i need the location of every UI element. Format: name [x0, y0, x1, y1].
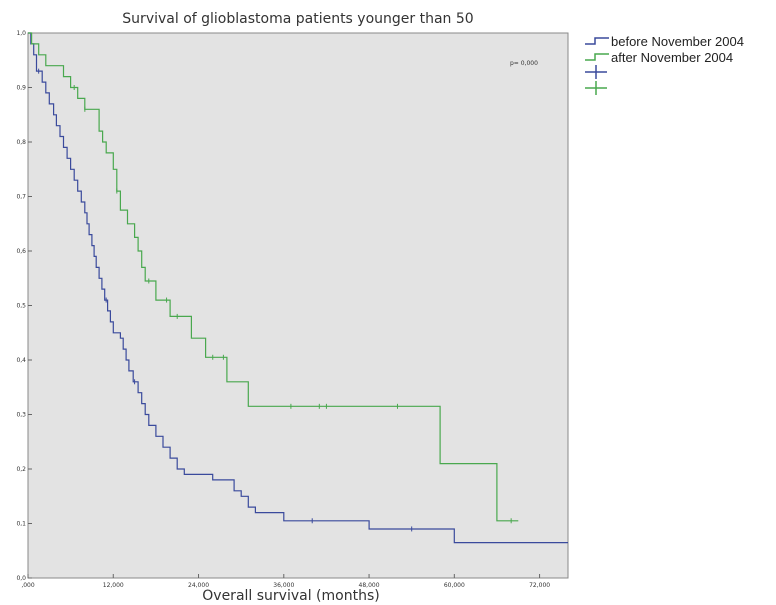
x-axis-ticks: ,000 12,000 24,000 36,000 48,000 60,000 72,000 — [21, 574, 550, 589]
legend-label: before November 2004 — [611, 34, 744, 49]
series-line-after — [28, 32, 519, 522]
series-layer — [28, 32, 568, 544]
x-tick-label: 36,000 — [273, 582, 294, 589]
x-tick-label: 12,000 — [103, 582, 124, 589]
y-axis-ticks: 0,0 0,1 0,2 0,3 0,4 0,5 0,6 0,7 0,8 0,9 1,0 — [16, 30, 32, 582]
y-tick-label: 0,5 — [16, 303, 26, 310]
y-tick-label: 0,8 — [16, 139, 26, 146]
chart-title: Survival of glioblastoma patients younge… — [122, 11, 473, 27]
y-tick-label: 0,2 — [16, 466, 26, 473]
x-tick-label: 72,000 — [529, 582, 550, 589]
x-tick-label: 24,000 — [188, 582, 209, 589]
x-tick-label: 48,000 — [359, 582, 380, 589]
y-tick-label: 0,7 — [16, 194, 26, 201]
x-tick-label: ,000 — [21, 582, 35, 589]
y-tick-label: 0,3 — [16, 412, 26, 419]
legend-label: after November 2004 — [611, 50, 733, 65]
x-tick-label: 60,000 — [444, 582, 465, 589]
y-tick-label: 0,4 — [16, 357, 26, 364]
legend-swatch — [585, 37, 609, 45]
series-line-before — [28, 32, 568, 544]
legend-swatch — [585, 53, 609, 61]
y-tick-label: 0,6 — [16, 248, 26, 255]
plot-background — [27, 32, 569, 579]
y-tick-label: 1,0 — [16, 30, 26, 37]
y-tick-label: 0,0 — [16, 575, 26, 582]
y-tick-label: 0,9 — [16, 85, 26, 92]
x-axis-label: Overall survival (months) — [202, 588, 379, 604]
p-value-annotation: p= 0,000 — [510, 60, 538, 67]
y-tick-label: 0,1 — [16, 521, 26, 528]
